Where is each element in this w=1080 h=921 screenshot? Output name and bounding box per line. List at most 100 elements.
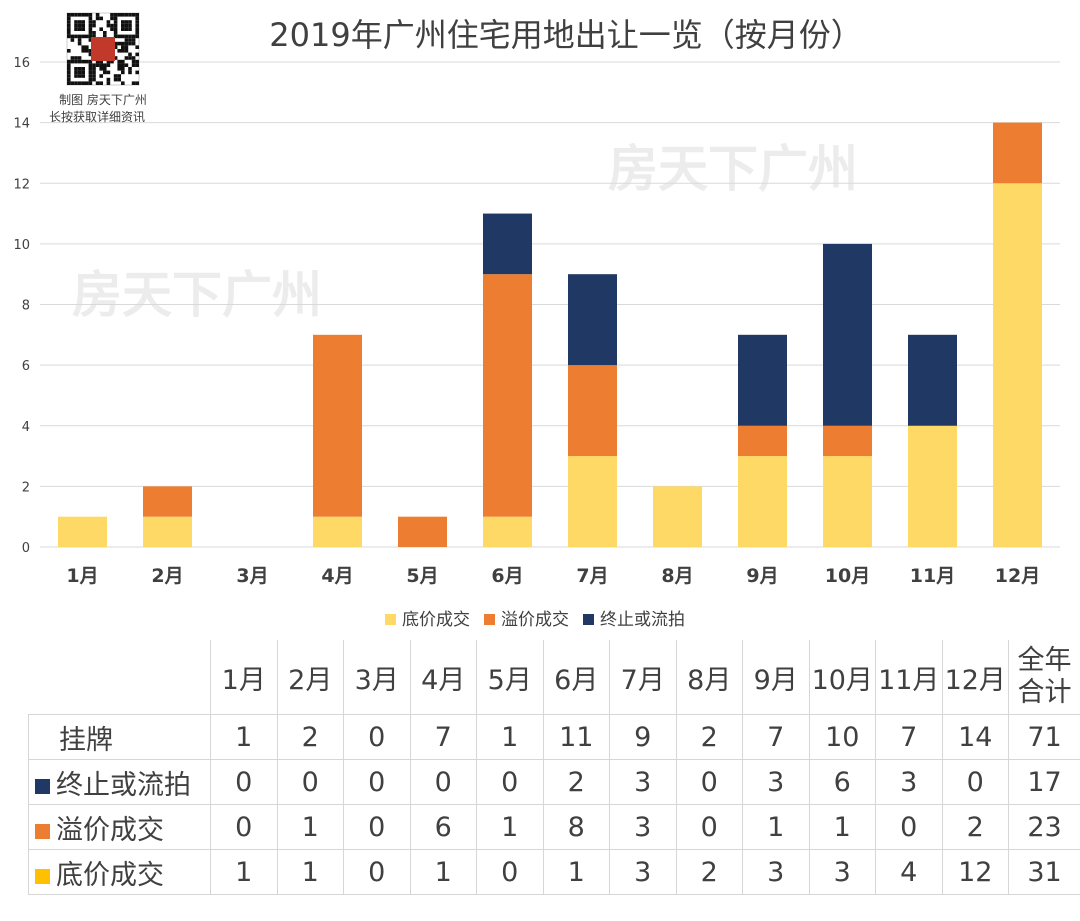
table-cell: 1 [276,804,344,850]
x-tick-label: 1月 [66,565,98,587]
table-column-header: 8月 [675,640,743,715]
y-tick-label: 6 [22,359,30,374]
chart-title: 2019年广州住宅用地出让一览（按月份） [269,16,862,54]
table-column-header: 10月 [808,640,876,715]
table-cell: 2 [276,714,344,760]
qr-code [66,12,140,86]
table-column-header: 6月 [542,640,610,715]
row-color-swatch [35,823,50,839]
table-cell: 14 [941,714,1009,760]
bar-segment [483,213,532,275]
watermark-right: 房天下广州 [608,139,858,198]
table-cell: 3 [609,804,677,850]
table-cell: 0 [476,759,544,805]
table-cell: 0 [210,759,278,805]
table-total-header: 全年 合计 [1008,640,1080,715]
table-cell: 1 [210,849,278,895]
row-label: 挂牌 [28,714,211,760]
row-label-text: 底价成交 [56,859,164,891]
bar-segment [908,425,957,547]
bar-segment [738,456,787,547]
bar-segment [993,122,1042,184]
legend-swatch [583,614,594,625]
table-cell: 0 [276,759,344,805]
table-cell: 3 [875,759,943,805]
x-tick-label: 3月 [236,565,268,587]
bar-segment [823,425,872,457]
gridlines [40,61,1060,548]
bars [58,122,1042,547]
table-cell: 9 [609,714,677,760]
x-axis-ticks: 1月 2月 3月 4月 5月 6月 7月 8月 9月 10月 11月 12月 [66,565,1040,587]
table-cell: 2 [675,714,743,760]
table-cell: 0 [675,759,743,805]
table-cell: 31 [1008,849,1080,895]
total-header-line: 全年 [1017,645,1072,676]
y-tick-label: 2 [22,480,30,495]
table-cell: 0 [675,804,743,850]
table-row: 底价成交 1 1 0 1 0 1 3 2 3 3 4 12 31 [28,849,1080,895]
table-cell: 0 [343,849,411,895]
bar-segment [823,243,872,426]
bar-segment [58,516,107,547]
bar-segment [483,516,532,547]
table-cell: 3 [742,759,810,805]
y-tick-label: 8 [22,299,30,314]
row-label-text: 溢价成交 [56,814,164,846]
table-cell: 6 [409,804,477,850]
x-tick-label: 12月 [995,565,1040,587]
bar-segment [568,365,617,457]
table-cell: 6 [808,759,876,805]
table-cell: 1 [409,849,477,895]
row-label-text: 挂牌 [59,724,113,756]
table-cell: 0 [409,759,477,805]
table-cell: 8 [542,804,610,850]
x-tick-label: 7月 [576,565,608,587]
table-cell: 1 [476,714,544,760]
x-tick-label: 5月 [406,565,438,587]
row-color-swatch [35,868,50,884]
table-cell: 2 [941,804,1009,850]
x-tick-label: 10月 [825,565,870,587]
x-tick-label: 8月 [661,565,693,587]
table-corner [28,640,211,715]
bar-segment [738,425,787,457]
qr-caption-line2: 长按获取详细资讯 [49,109,145,124]
table-cell: 71 [1008,714,1080,760]
table-cell: 0 [343,759,411,805]
watermark-left: 房天下广州 [72,265,322,324]
bar-segment [143,516,192,547]
table-cell: 1 [742,804,810,850]
bar-segment [568,456,617,547]
bar-segment [143,486,192,517]
legend-label: 底价成交 [402,610,470,630]
qr-caption-line1: 制图 房天下广州 [59,92,147,107]
table-column-header: 5月 [476,640,544,715]
y-tick-label: 16 [13,56,30,71]
total-header-line: 合计 [1017,677,1072,708]
table-cell: 3 [742,849,810,895]
table-cell: 2 [542,759,610,805]
table-cell: 1 [210,714,278,760]
bar-segment [313,334,362,517]
table-cell: 11 [542,714,610,760]
x-tick-label: 9月 [746,565,778,587]
table-body: 挂牌 1 2 0 7 1 11 9 2 7 10 7 14 71 终止或流拍 0 0 0 0 0 2 3 0 3 6 3 0 17 溢价… [28,714,1080,895]
table-cell: 1 [542,849,610,895]
table-column-header: 11月 [875,640,943,715]
table-column-header: 2月 [276,640,344,715]
legend: 底价成交 溢价成交 终止或流拍 [385,610,685,630]
table-cell: 23 [1008,804,1080,850]
legend-label: 溢价成交 [501,610,569,630]
table-row: 挂牌 1 2 0 7 1 11 9 2 7 10 7 14 71 [28,714,1080,760]
table-cell: 7 [875,714,943,760]
table-column-header: 7月 [609,640,677,715]
table-cell: 1 [476,804,544,850]
table-cell: 12 [941,849,1009,895]
bar-segment [653,486,702,547]
bar-segment [738,334,787,426]
bar-segment [908,334,957,426]
row-label: 终止或流拍 [28,759,211,805]
table-cell: 1 [276,849,344,895]
y-axis-ticks: 0 2 4 6 8 10 12 14 16 [13,56,30,556]
